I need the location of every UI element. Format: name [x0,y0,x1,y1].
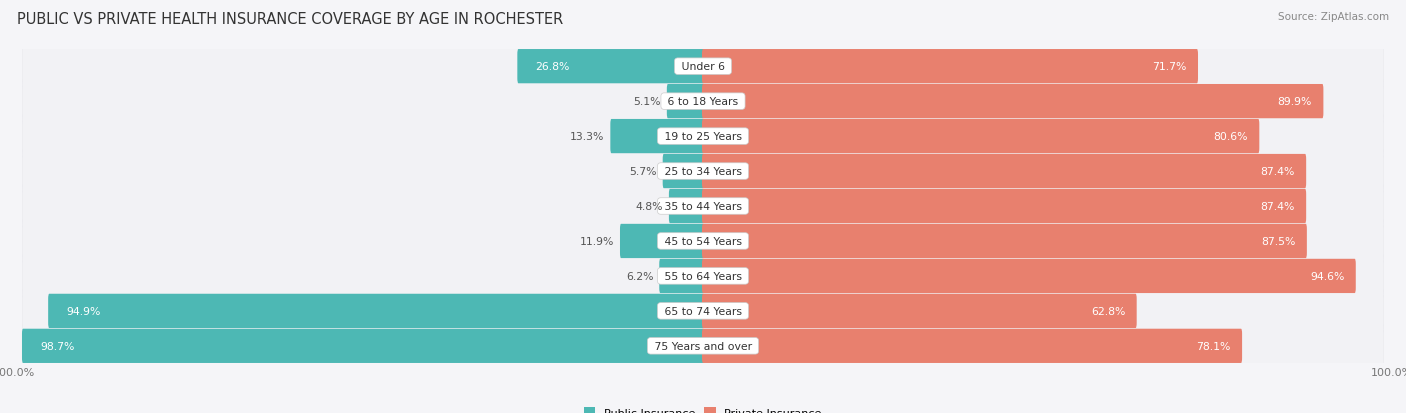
Text: 87.5%: 87.5% [1261,236,1295,247]
FancyBboxPatch shape [22,329,704,363]
Text: 75 Years and over: 75 Years and over [651,341,755,351]
Text: 89.9%: 89.9% [1278,97,1312,107]
FancyBboxPatch shape [48,294,704,328]
Text: 26.8%: 26.8% [536,62,569,72]
Text: 71.7%: 71.7% [1153,62,1187,72]
FancyBboxPatch shape [702,224,1306,259]
Text: PUBLIC VS PRIVATE HEALTH INSURANCE COVERAGE BY AGE IN ROCHESTER: PUBLIC VS PRIVATE HEALTH INSURANCE COVER… [17,12,564,27]
FancyBboxPatch shape [702,190,1306,223]
FancyBboxPatch shape [702,329,1241,363]
Text: 35 to 44 Years: 35 to 44 Years [661,202,745,211]
FancyBboxPatch shape [22,111,1384,163]
Text: 5.7%: 5.7% [630,166,657,177]
Text: 6 to 18 Years: 6 to 18 Years [664,97,742,107]
Text: 55 to 64 Years: 55 to 64 Years [661,271,745,281]
Text: 4.8%: 4.8% [636,202,664,211]
FancyBboxPatch shape [702,294,1136,328]
Text: 11.9%: 11.9% [579,236,614,247]
FancyBboxPatch shape [22,41,1384,93]
Text: 13.3%: 13.3% [569,132,605,142]
FancyBboxPatch shape [659,259,704,293]
FancyBboxPatch shape [22,215,1384,268]
Text: 5.1%: 5.1% [634,97,661,107]
Legend: Public Insurance, Private Insurance: Public Insurance, Private Insurance [583,408,823,413]
FancyBboxPatch shape [22,287,1384,335]
FancyBboxPatch shape [702,120,1260,154]
Text: 19 to 25 Years: 19 to 25 Years [661,132,745,142]
FancyBboxPatch shape [22,78,1384,126]
FancyBboxPatch shape [22,252,1384,300]
FancyBboxPatch shape [22,148,1384,195]
FancyBboxPatch shape [620,224,704,259]
FancyBboxPatch shape [22,145,1384,198]
FancyBboxPatch shape [22,113,1384,161]
FancyBboxPatch shape [22,76,1384,128]
FancyBboxPatch shape [702,50,1198,84]
Text: 65 to 74 Years: 65 to 74 Years [661,306,745,316]
FancyBboxPatch shape [22,180,1384,233]
Text: 94.9%: 94.9% [66,306,101,316]
Text: 80.6%: 80.6% [1213,132,1249,142]
FancyBboxPatch shape [22,320,1384,372]
FancyBboxPatch shape [610,120,704,154]
Text: 25 to 34 Years: 25 to 34 Years [661,166,745,177]
Text: 94.6%: 94.6% [1310,271,1344,281]
FancyBboxPatch shape [22,218,1384,265]
Text: 78.1%: 78.1% [1197,341,1230,351]
FancyBboxPatch shape [669,190,704,223]
Text: Under 6: Under 6 [678,62,728,72]
Text: 45 to 54 Years: 45 to 54 Years [661,236,745,247]
Text: 6.2%: 6.2% [626,271,654,281]
Text: 87.4%: 87.4% [1260,202,1295,211]
FancyBboxPatch shape [666,85,704,119]
FancyBboxPatch shape [702,85,1323,119]
Text: Source: ZipAtlas.com: Source: ZipAtlas.com [1278,12,1389,22]
FancyBboxPatch shape [22,250,1384,302]
FancyBboxPatch shape [22,285,1384,337]
FancyBboxPatch shape [22,183,1384,230]
FancyBboxPatch shape [22,322,1384,370]
FancyBboxPatch shape [702,259,1355,293]
Text: 87.4%: 87.4% [1260,166,1295,177]
FancyBboxPatch shape [662,154,704,189]
FancyBboxPatch shape [22,43,1384,91]
FancyBboxPatch shape [702,154,1306,189]
Text: 62.8%: 62.8% [1091,306,1125,316]
Text: 98.7%: 98.7% [41,341,75,351]
FancyBboxPatch shape [517,50,704,84]
